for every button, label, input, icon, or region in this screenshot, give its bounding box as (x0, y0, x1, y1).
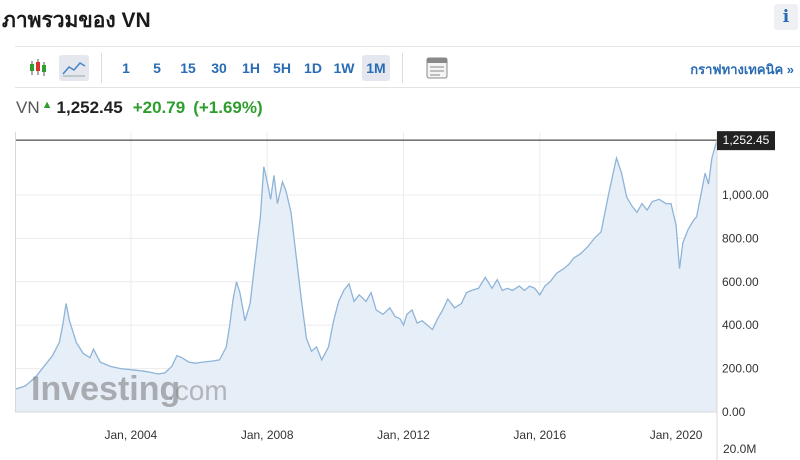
interval-1m[interactable]: 1M (362, 55, 390, 81)
x-axis-labels: Jan, 2004 Jan, 2008 Jan, 2012 Jan, 2016 Jan,… (105, 428, 703, 442)
y-tick-label: 0.00 (722, 405, 746, 419)
y-tick-label: 800.00 (722, 231, 759, 245)
price-chart[interactable]: Investing .com 0.00 200.00 400.00 600.00 800… (15, 128, 800, 460)
page-title: ภาพรวมของ VN (2, 9, 151, 32)
interval-30[interactable]: 30 (211, 60, 227, 76)
current-price-label: 1,252.45 (717, 131, 775, 151)
interval-15[interactable]: 15 (180, 60, 196, 76)
calendar-icon[interactable] (424, 55, 450, 81)
y-tick-label: 400.00 (722, 318, 759, 332)
candlestick-icon[interactable] (25, 55, 51, 81)
current-price-text: 1,252.45 (723, 133, 770, 147)
quote-change: +20.79 (132, 98, 186, 117)
price-area (15, 140, 717, 412)
watermark-suffix: .com (167, 375, 228, 406)
x-tick-label: Jan, 2004 (105, 428, 158, 442)
quote-bar: VN ▲ 1,252.45 +20.79 (+1.69%) (16, 98, 271, 118)
price-line (15, 140, 718, 390)
x-tick-label: Jan, 2016 (513, 428, 566, 442)
up-arrow-icon: ▲ (41, 99, 53, 111)
quote-symbol: VN (16, 98, 40, 117)
volume-axis-label: 20.0M (723, 442, 756, 456)
line-chart-icon[interactable] (59, 55, 89, 81)
info-icon[interactable]: i (774, 4, 798, 30)
interval-5h[interactable]: 5H (273, 60, 291, 76)
chart-toolbar: 1 5 15 30 1H 5H 1D 1W 1M กราฟทางเทคนิค » (15, 46, 800, 88)
watermark-text: Investing (31, 370, 180, 408)
x-tick-label: Jan, 2020 (650, 428, 703, 442)
y-tick-label: 200.00 (722, 362, 759, 376)
interval-1w[interactable]: 1W (333, 60, 355, 76)
y-axis-labels: 0.00 200.00 400.00 600.00 800.00 1,000.00 (722, 188, 769, 419)
x-tick-label: Jan, 2012 (377, 428, 430, 442)
quote-change-percent: (+1.69%) (193, 98, 263, 117)
quote-price: 1,252.45 (56, 98, 123, 117)
x-tick-label: Jan, 2008 (241, 428, 294, 442)
interval-1h[interactable]: 1H (242, 60, 260, 76)
interval-1d[interactable]: 1D (304, 60, 322, 76)
technical-chart-link[interactable]: กราฟทางเทคนิค » (690, 62, 794, 77)
axis-line (15, 132, 718, 460)
investing-watermark: Investing .com (31, 370, 228, 408)
y-tick-label: 600.00 (722, 275, 759, 289)
interval-5[interactable]: 5 (153, 60, 161, 76)
interval-1[interactable]: 1 (122, 60, 130, 76)
y-tick-label: 1,000.00 (722, 188, 769, 202)
